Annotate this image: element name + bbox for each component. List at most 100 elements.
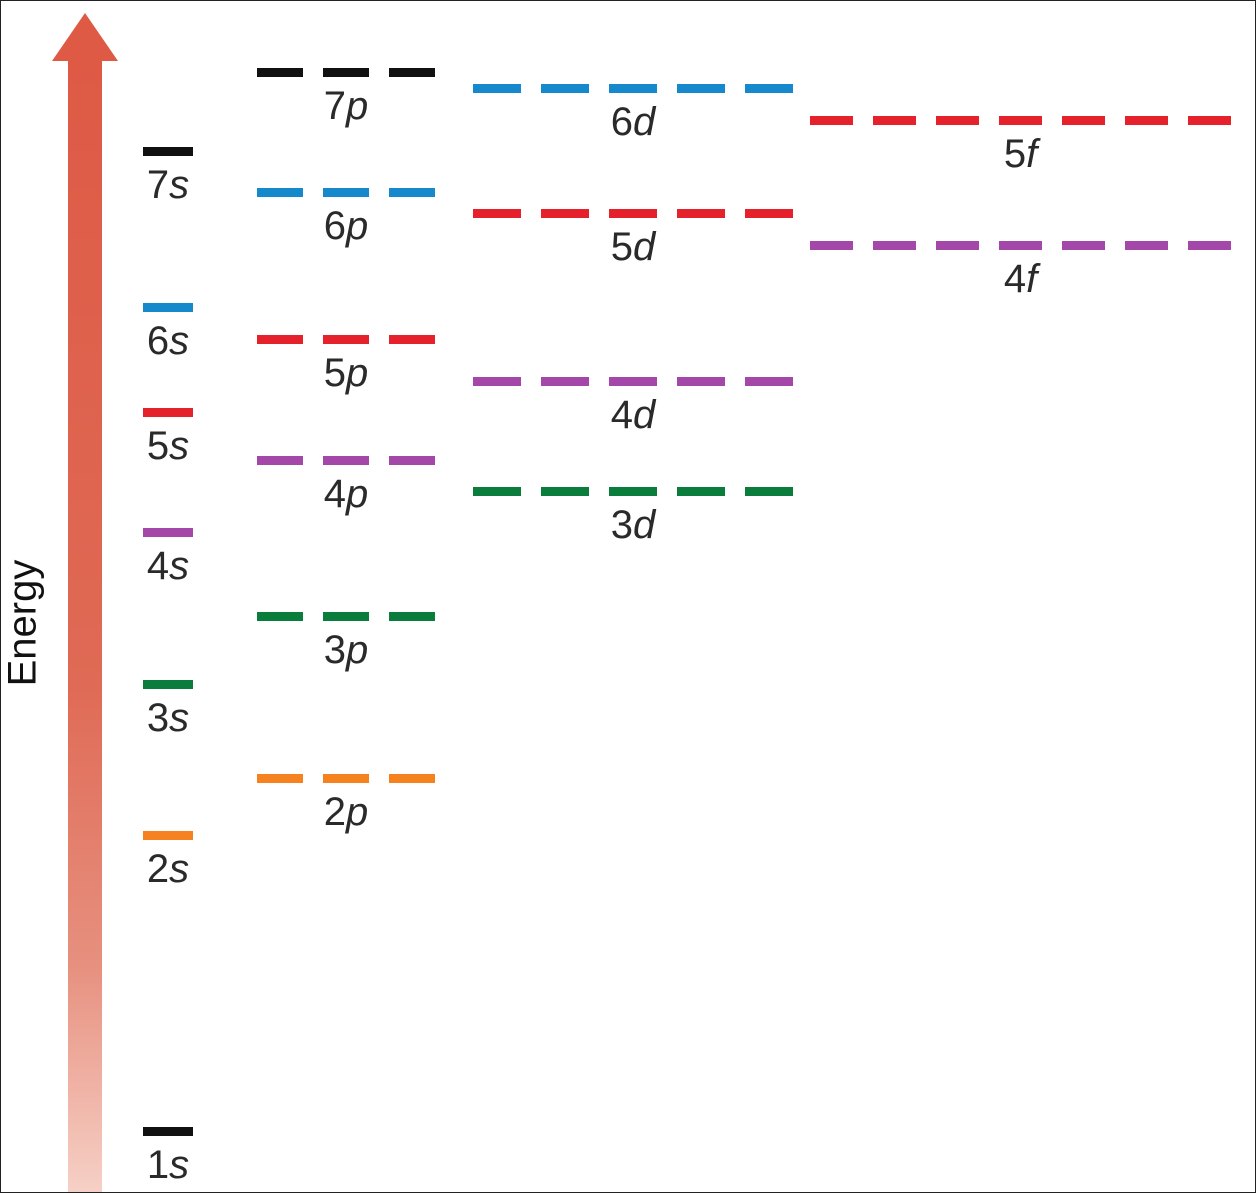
orbital-box-4f <box>873 241 916 250</box>
orbital-box-3p <box>389 612 435 621</box>
orbital-box-4d <box>541 377 589 386</box>
energy-arrow-shaft <box>68 59 102 1192</box>
orbital-box-5f <box>873 116 916 125</box>
orbital-box-2p <box>257 774 303 783</box>
orbital-box-6p <box>389 188 435 197</box>
orbital-box-7p <box>257 68 303 77</box>
energy-arrow-head <box>52 13 118 61</box>
orbital-level-5d <box>473 209 793 218</box>
orbital-label-6p: 6p <box>324 206 369 246</box>
orbital-label-3d: 3d <box>611 505 656 545</box>
orbital-box-6d <box>609 84 657 93</box>
principal-number: 6 <box>323 204 346 248</box>
orbital-level-2s <box>143 831 193 840</box>
orbital-label-4s: 4s <box>147 546 189 586</box>
orbital-box-6d <box>473 84 521 93</box>
subshell-letter: s <box>169 847 190 891</box>
orbital-box-6p <box>257 188 303 197</box>
orbital-level-4p <box>257 456 435 465</box>
energy-axis-label: Energy <box>0 559 45 687</box>
orbital-box-5p <box>257 335 303 344</box>
orbital-box-5d <box>677 209 725 218</box>
orbital-box-5d <box>541 209 589 218</box>
orbital-level-3p <box>257 612 435 621</box>
principal-number: 6 <box>146 319 170 363</box>
orbital-box-4d <box>677 377 725 386</box>
subshell-letter: p <box>346 351 369 395</box>
orbital-box-4s <box>143 528 193 537</box>
orbital-box-4f <box>936 241 979 250</box>
orbital-box-4d <box>473 377 521 386</box>
orbital-level-4s <box>143 528 193 537</box>
orbital-box-4p <box>389 456 435 465</box>
subshell-letter: s <box>169 424 190 468</box>
subshell-letter: s <box>169 544 190 588</box>
orbital-level-5s <box>143 408 193 417</box>
orbital-box-4f <box>810 241 853 250</box>
orbital-box-3d <box>473 487 521 496</box>
orbital-box-5f <box>999 116 1042 125</box>
orbital-label-5p: 5p <box>324 353 369 393</box>
orbital-label-3s: 3s <box>147 698 189 738</box>
principal-number: 3 <box>610 503 633 547</box>
orbital-box-7p <box>389 68 435 77</box>
orbital-level-6p <box>257 188 435 197</box>
orbital-box-5p <box>323 335 369 344</box>
subshell-letter: d <box>633 503 656 547</box>
orbital-level-1s <box>143 1127 193 1136</box>
principal-number: 6 <box>610 100 633 144</box>
principal-number: 4 <box>610 393 633 437</box>
principal-number: 4 <box>146 544 170 588</box>
subshell-letter: d <box>633 393 656 437</box>
orbital-label-7p: 7p <box>324 86 369 126</box>
orbital-box-4f <box>1188 241 1231 250</box>
orbital-level-5p <box>257 335 435 344</box>
orbital-label-6s: 6s <box>147 321 189 361</box>
orbital-box-5f <box>1188 116 1231 125</box>
orbital-box-6s <box>143 303 193 312</box>
orbital-box-6p <box>323 188 369 197</box>
orbital-level-6s <box>143 303 193 312</box>
orbital-level-4f <box>810 241 1231 250</box>
orbital-label-4p: 4p <box>324 474 369 514</box>
orbital-label-5f: 5f <box>1004 134 1037 174</box>
orbital-box-7p <box>323 68 369 77</box>
orbital-level-7p <box>257 68 435 77</box>
orbital-level-7s <box>143 147 193 156</box>
orbital-label-3p: 3p <box>324 630 369 670</box>
orbital-label-1s: 1s <box>147 1145 189 1185</box>
orbital-box-3d <box>745 487 793 496</box>
orbital-box-1s <box>143 1127 193 1136</box>
orbital-level-3d <box>473 487 793 496</box>
orbital-box-5f <box>810 116 853 125</box>
orbital-box-6d <box>677 84 725 93</box>
orbital-box-3p <box>257 612 303 621</box>
subshell-letter: p <box>346 204 369 248</box>
subshell-letter: p <box>346 472 369 516</box>
orbital-box-4p <box>257 456 303 465</box>
subshell-letter: p <box>346 628 369 672</box>
orbital-level-3s <box>143 680 193 689</box>
subshell-letter: s <box>169 696 190 740</box>
orbital-box-3d <box>609 487 657 496</box>
orbital-box-3d <box>677 487 725 496</box>
orbital-box-4d <box>745 377 793 386</box>
orbital-level-6d <box>473 84 793 93</box>
orbital-label-2s: 2s <box>147 849 189 889</box>
subshell-letter: p <box>346 84 369 128</box>
orbital-box-2p <box>389 774 435 783</box>
orbital-box-5d <box>473 209 521 218</box>
orbital-box-2p <box>323 774 369 783</box>
orbital-box-3s <box>143 680 193 689</box>
orbital-box-4f <box>1125 241 1168 250</box>
principal-number: 5 <box>1003 132 1027 176</box>
subshell-letter: s <box>169 163 190 207</box>
subshell-letter: d <box>633 100 656 144</box>
orbital-box-5s <box>143 408 193 417</box>
orbital-label-4d: 4d <box>611 395 656 435</box>
subshell-letter: f <box>1026 132 1038 176</box>
principal-number: 3 <box>323 628 346 672</box>
orbital-box-5f <box>1125 116 1168 125</box>
principal-number: 5 <box>323 351 346 395</box>
